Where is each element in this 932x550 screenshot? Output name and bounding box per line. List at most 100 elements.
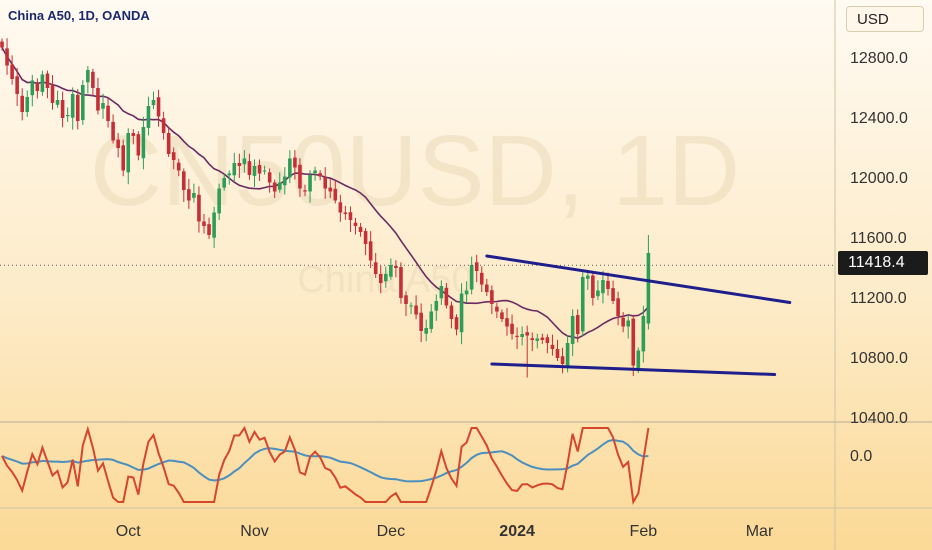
candle-body <box>555 349 560 358</box>
currency-selector[interactable]: USD <box>846 6 924 32</box>
candle-body <box>252 166 257 176</box>
candle-body <box>419 312 423 331</box>
candle-body <box>479 272 484 285</box>
candle-body <box>131 133 136 136</box>
x-tick-label: Mar <box>746 523 774 540</box>
candle-body <box>636 350 641 369</box>
y-tick-label: 11600.0 <box>850 230 907 247</box>
candle-body <box>606 280 610 289</box>
candle-body <box>70 94 75 118</box>
candle-body <box>646 253 651 324</box>
candle-body <box>257 165 262 174</box>
candle-body <box>237 163 242 166</box>
candle-body <box>353 222 358 226</box>
candle-body <box>570 316 575 344</box>
candle-body <box>227 173 232 176</box>
resistance-trendline[interactable] <box>485 254 792 304</box>
candle-body <box>414 305 418 315</box>
candle-body <box>510 323 514 334</box>
candle-body <box>15 76 19 94</box>
candle-body <box>106 105 110 121</box>
candle-body <box>207 224 211 235</box>
candle-body <box>575 315 580 334</box>
candle-body <box>141 127 146 159</box>
candle-body <box>75 94 80 121</box>
candle-body <box>101 103 105 109</box>
candle-body <box>20 95 24 112</box>
candle-body <box>469 265 474 290</box>
y-tick-label: 12400.0 <box>850 110 908 127</box>
candle-body <box>318 173 322 177</box>
candle-body <box>146 106 151 128</box>
candle-body <box>535 338 540 341</box>
candle-body <box>111 121 115 141</box>
y-tick-label: 12800.0 <box>850 50 908 67</box>
candle-body <box>171 152 176 160</box>
candle-body <box>343 212 348 214</box>
candle-body <box>378 274 383 283</box>
candle-body <box>272 182 277 192</box>
oscillator-main-line <box>1 425 650 506</box>
candle-body <box>530 338 535 340</box>
candle-body <box>495 306 499 312</box>
candle-body <box>192 193 196 198</box>
candle-body <box>126 133 131 173</box>
candle-body <box>459 293 464 333</box>
candle-body <box>40 74 45 92</box>
candle-body <box>591 275 595 298</box>
candle-body <box>399 267 403 298</box>
candle-body <box>35 83 40 91</box>
candle-body <box>500 312 504 319</box>
candle-body <box>86 70 90 83</box>
candle-body <box>490 290 494 304</box>
candle-body <box>328 187 333 192</box>
candle-body <box>60 100 65 118</box>
candle-body <box>333 188 338 201</box>
candle-body <box>161 118 166 133</box>
candle-body <box>565 343 570 367</box>
candle-body <box>5 48 9 66</box>
candle-body <box>30 80 35 96</box>
candle-body <box>474 262 479 271</box>
candle-body <box>560 356 565 364</box>
y-tick-label: 10800.0 <box>850 350 908 367</box>
x-tick-label: 2024 <box>499 523 535 540</box>
candle-body <box>156 97 161 117</box>
candle-body <box>25 97 30 112</box>
candle-body <box>464 290 469 295</box>
support-trendline[interactable] <box>490 362 777 376</box>
candle-body <box>283 176 287 186</box>
candle-body <box>348 212 353 220</box>
candle-body <box>384 274 388 282</box>
candle-body <box>116 139 120 148</box>
candle-body <box>586 275 590 279</box>
candle-body <box>525 332 529 336</box>
candle-body <box>631 318 636 366</box>
candle-body <box>313 170 317 174</box>
candle-body <box>424 328 428 334</box>
x-tick-label: Nov <box>240 523 268 540</box>
candle-body <box>10 64 14 79</box>
candle-body <box>247 161 252 175</box>
candle-body <box>187 189 191 201</box>
candle-body <box>596 290 600 297</box>
candle-body <box>580 277 585 332</box>
candle-body <box>520 334 524 337</box>
candle-body <box>0 41 4 48</box>
candle-body <box>641 316 646 352</box>
candle-body <box>323 177 327 189</box>
candle-body <box>429 311 434 329</box>
candle-body <box>434 301 439 311</box>
candle-body <box>166 133 171 154</box>
candle-body <box>136 134 141 156</box>
candle-body <box>277 182 282 190</box>
candle-body <box>550 344 555 349</box>
x-tick-label: Oct <box>116 523 141 540</box>
candle-body <box>515 335 519 337</box>
candle-body <box>45 73 50 88</box>
candle-body <box>91 71 95 88</box>
candle-body <box>394 265 398 268</box>
candle-body <box>197 194 201 222</box>
